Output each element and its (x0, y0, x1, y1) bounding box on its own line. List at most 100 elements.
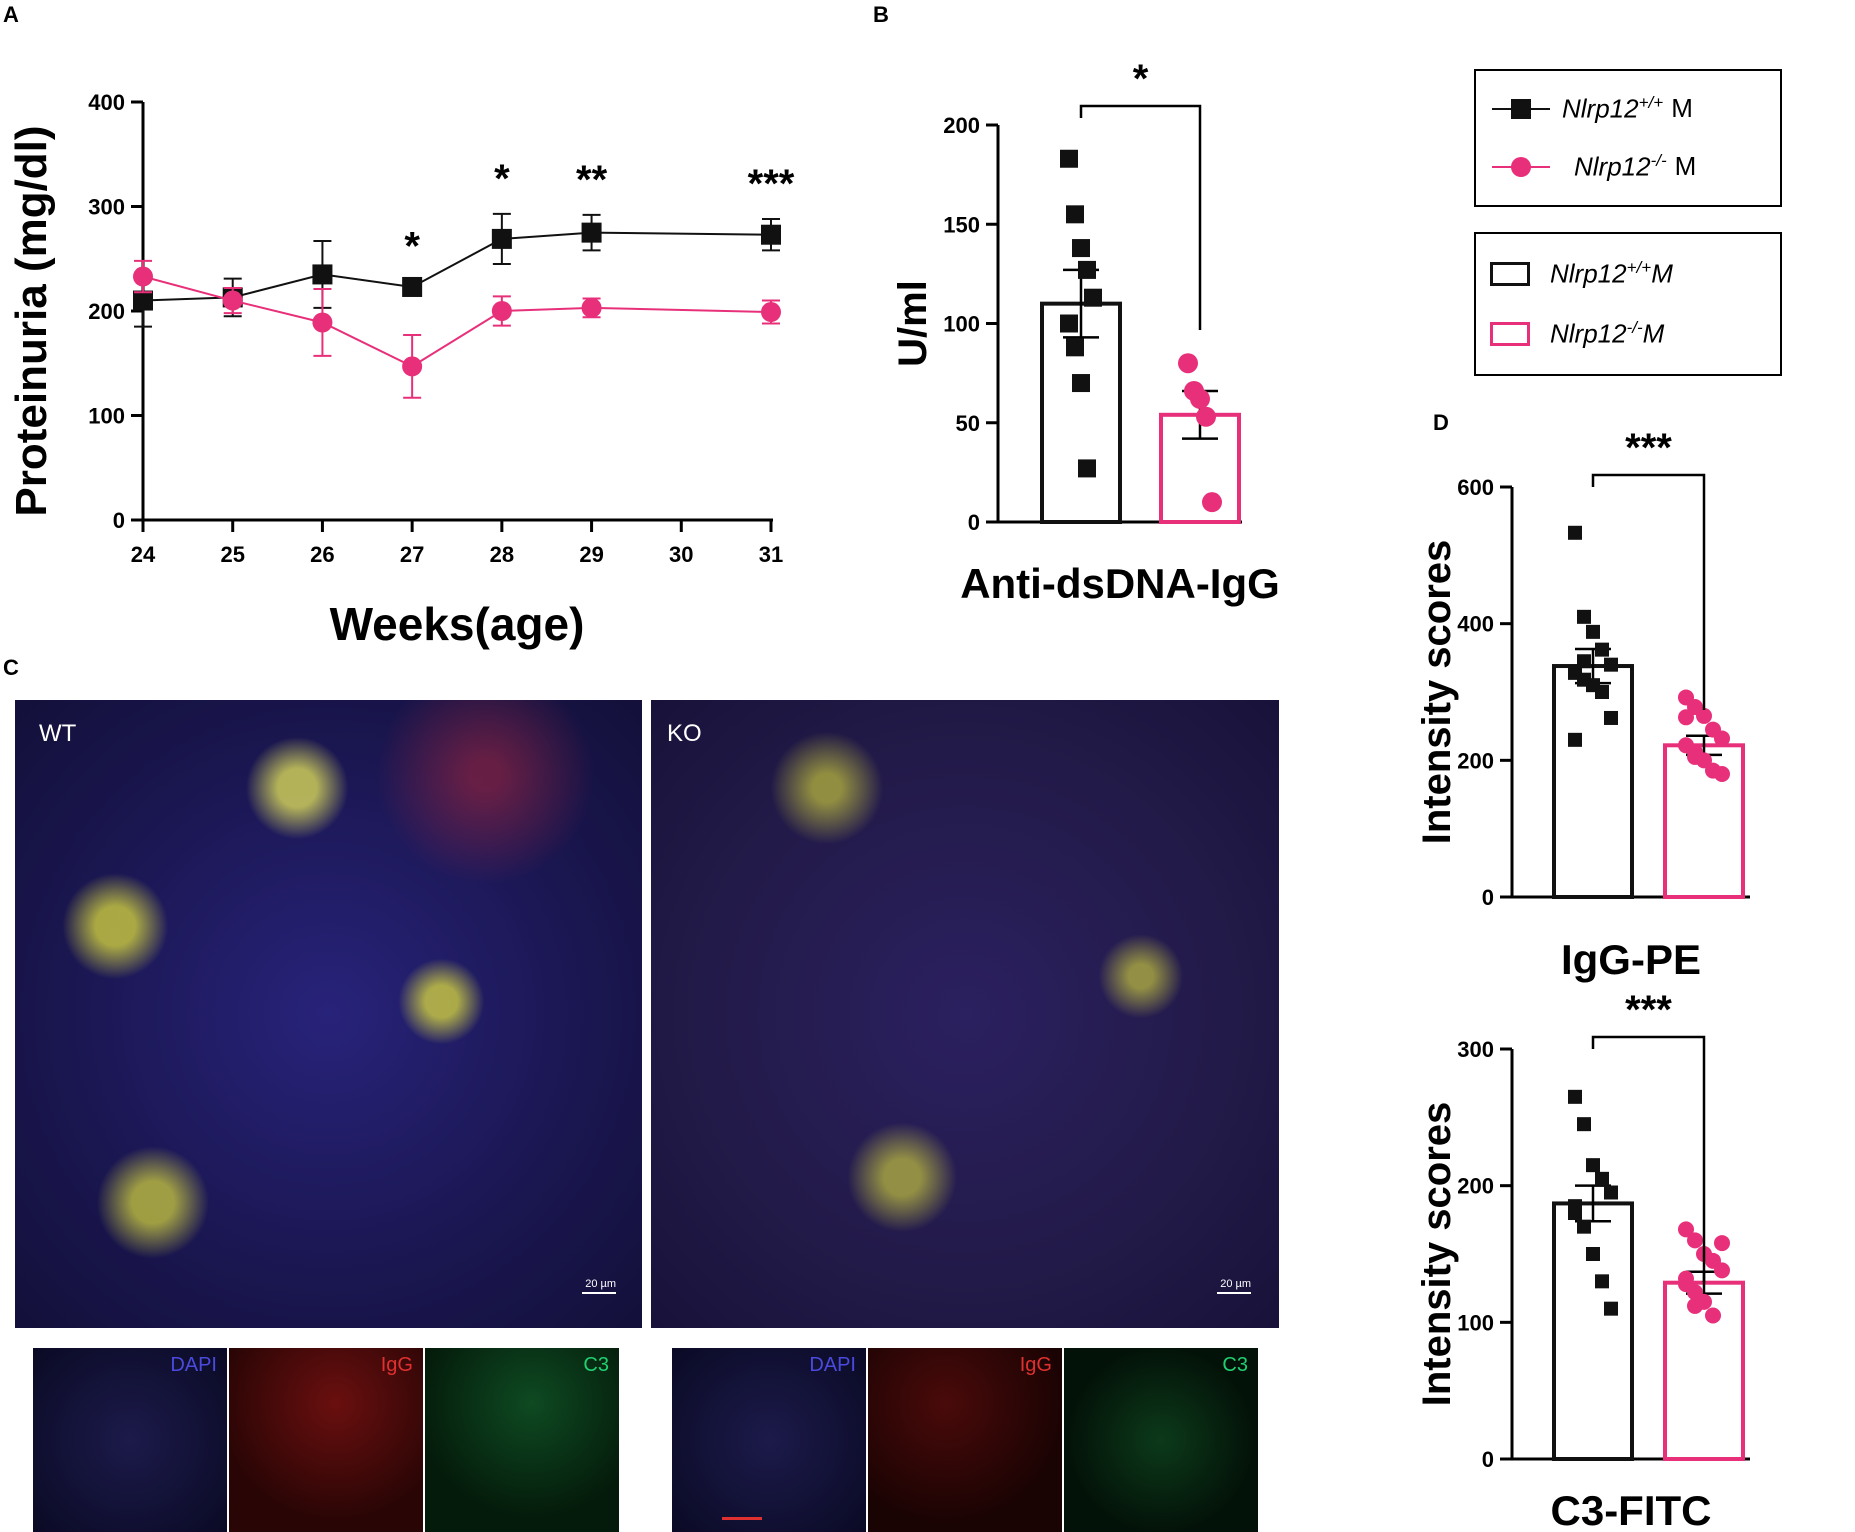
legend-bar-genotype-wt: +/+ (1626, 258, 1652, 277)
y-tick-label: 200 (1457, 1174, 1494, 1199)
data-point (1595, 1171, 1609, 1186)
wt-dapi-channel: DAPI (33, 1348, 227, 1532)
significance-star: * (1133, 57, 1149, 101)
data-point (1060, 314, 1078, 333)
data-point (1577, 1117, 1591, 1132)
data-point (1078, 459, 1096, 478)
data-point (1072, 374, 1090, 393)
data-point (1196, 406, 1216, 427)
data-point (1595, 685, 1609, 699)
data-point (402, 356, 423, 377)
y-tick-label: 50 (956, 411, 980, 436)
legend-genotype-wt: +/+ (1638, 93, 1664, 112)
data-point (1678, 1270, 1694, 1287)
significance-star: *** (1625, 426, 1672, 470)
legend-gene-ko: Nlrp12 (1574, 151, 1651, 182)
data-point (1696, 707, 1712, 724)
data-point (1060, 149, 1078, 168)
data-point (133, 266, 153, 287)
legend-bar-genotype-ko: -/- (1626, 318, 1643, 337)
significance-bracket (1591, 473, 1706, 710)
significance-star: * (494, 157, 510, 201)
legend-item-ko: Nlrp12-/- M (1490, 151, 1696, 183)
data-point (1604, 710, 1618, 725)
y-axis-title: Proteinuria (mg/dl) (7, 125, 56, 516)
c3-fitc-bar-chart: 0 100 200 300 Intensity scores C3-FITC *** (1415, 988, 1750, 1532)
legend-genotype-ko: -/- (1650, 151, 1667, 170)
y-tick-label: 200 (1457, 748, 1494, 773)
wt-c3-label: C3 (583, 1354, 609, 1376)
x-tick-label: 24 (131, 542, 156, 567)
legend-bar-suffix-ko: M (1642, 318, 1665, 349)
ko-igg-channel: IgG (868, 1348, 1062, 1532)
data-point (1678, 709, 1694, 726)
x-tick-label: 25 (220, 542, 244, 567)
data-point (761, 302, 781, 323)
igg-pe-bar-chart: 0 200 400 600 Intensity scores IgG-PE *** (1415, 426, 1750, 983)
data-point (491, 228, 512, 249)
legend-bar-gene-ko: Nlrp12 (1550, 318, 1627, 349)
proteinuria-line-chart: 0 100 200 300 400 24 25 26 27 28 29 30 31 Proteinuria… (7, 90, 795, 650)
x-tick-label: 29 (579, 542, 603, 567)
data-point (1078, 260, 1096, 279)
significance-star: * (404, 225, 420, 269)
ko-dapi-channel: DAPI (672, 1348, 866, 1532)
data-point (1705, 1307, 1721, 1324)
panel-letter-d: D (1433, 410, 1449, 435)
legend-line-series: Nlrp12+/+ M Nlrp12-/- M (1474, 69, 1782, 207)
y-tick-label: 0 (1482, 885, 1494, 910)
data-point (1678, 1221, 1694, 1238)
wt-merged-micrograph: WT 20 µm (15, 700, 642, 1328)
significance-star: ** (576, 158, 608, 202)
data-point (312, 264, 333, 285)
data-point (1714, 1235, 1730, 1252)
wt-scale-bar (582, 1292, 616, 1294)
ko-red-scale-bar (722, 1517, 762, 1520)
x-tick-label: 31 (759, 542, 783, 567)
data-point (1072, 239, 1090, 258)
data-point (1577, 654, 1591, 669)
y-axis-title: U/ml (891, 280, 935, 367)
legend-bar-item-ko: Nlrp12-/-M (1490, 318, 1664, 350)
ko-igg-label: IgG (1019, 1354, 1052, 1376)
data-point (1586, 1158, 1600, 1173)
data-point (1577, 1219, 1591, 1234)
data-point (491, 301, 512, 321)
ko-dapi-label: DAPI (809, 1354, 856, 1376)
data-point (1568, 1089, 1582, 1104)
x-axis-title: C3-FITC (1551, 1487, 1712, 1532)
y-tick-label: 200 (943, 113, 980, 138)
data-point (402, 276, 423, 297)
x-tick-label: 26 (310, 542, 334, 567)
ko-scale-text: 20 µm (1220, 1278, 1251, 1290)
data-point (1577, 609, 1591, 624)
bar (1663, 1280, 1745, 1462)
wt-c3-channel: C3 (425, 1348, 619, 1532)
legend-item-wt: Nlrp12+/+ M (1490, 93, 1693, 125)
ko-c3-channel: C3 (1064, 1348, 1258, 1532)
wt-igg-label: IgG (380, 1354, 413, 1376)
open-box-icon (1490, 321, 1530, 346)
significance-bracket (1591, 1035, 1706, 1282)
legend-gene-wt: Nlrp12 (1562, 93, 1639, 124)
wt-label: WT (39, 720, 77, 747)
data-point (1687, 1297, 1703, 1314)
data-point (1687, 1232, 1703, 1249)
legend-bar-series: Nlrp12 +/+ M Nlrp12-/-M (1474, 232, 1782, 376)
wt-dapi-label: DAPI (170, 1354, 217, 1376)
data-point (581, 297, 602, 318)
y-tick-label: 0 (113, 508, 125, 533)
significance-star: *** (1625, 988, 1672, 1032)
bar (1552, 1201, 1634, 1461)
y-tick-label: 100 (1457, 1310, 1494, 1335)
legend-suffix-wt: M (1671, 93, 1693, 124)
data-point (1714, 1262, 1730, 1279)
anti-dsdna-bar-chart: 0 50 100 150 200 U/ml Anti-dsDNA-IgG * (891, 57, 1280, 607)
data-point (1595, 1274, 1609, 1289)
data-point (1568, 525, 1582, 540)
ko-scale-bar (1217, 1292, 1251, 1294)
data-point (1586, 624, 1600, 639)
data-point (1178, 353, 1198, 374)
data-point (1604, 1185, 1618, 1200)
y-tick-label: 400 (1457, 612, 1494, 637)
